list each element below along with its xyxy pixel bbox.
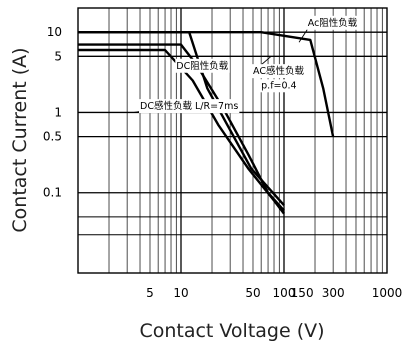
series-line-4 bbox=[78, 48, 285, 215]
annotation-ac-resistive: Ac阻性负载 bbox=[308, 17, 358, 29]
annotation-ac-pf: p.f=0.4 bbox=[261, 80, 296, 91]
annotation-dc-resistive: DC阻性负载 bbox=[176, 60, 228, 72]
plot-frame bbox=[77, 7, 388, 274]
x-tick-label: 50 bbox=[245, 286, 260, 300]
annotation-background bbox=[306, 15, 359, 30]
annotation-leader bbox=[298, 28, 309, 43]
y-tick-label: 0.1 bbox=[43, 186, 62, 200]
y-tick-label: 1 bbox=[54, 105, 62, 119]
x-axis-label: Contact Voltage (V) bbox=[139, 320, 324, 342]
y-tick-label: 5 bbox=[54, 49, 62, 63]
x-tick-label: 100 bbox=[273, 286, 296, 300]
series-line-1 bbox=[78, 31, 335, 137]
annotation-background bbox=[251, 64, 306, 79]
x-tick-label: 300 bbox=[322, 286, 345, 300]
y-axis-label: Contact Current (A) bbox=[9, 47, 31, 232]
y-tick-label: 10 bbox=[47, 25, 62, 39]
annotation-background bbox=[260, 79, 298, 93]
annotation-dc-inductive: DC感性负载 L/R=7ms bbox=[140, 100, 238, 112]
minor-grid bbox=[78, 8, 387, 273]
x-tick-label: 5 bbox=[146, 286, 154, 300]
x-tick-label: 150 bbox=[291, 286, 314, 300]
annotation-background bbox=[139, 99, 240, 114]
y-tick-label: 0.5 bbox=[43, 130, 62, 144]
x-tick-label: 1000 bbox=[372, 286, 403, 300]
major-grid bbox=[77, 7, 388, 274]
x-tick-label: 10 bbox=[173, 286, 188, 300]
annotation-background bbox=[175, 58, 230, 73]
annotations: Ac阻性负载 DC阻性负载 AC感性负载 p.f=0.4 DC感性负载 L/R=7ms bbox=[133, 15, 359, 114]
annotation-ac-inductive: AC感性负载 bbox=[253, 65, 304, 77]
